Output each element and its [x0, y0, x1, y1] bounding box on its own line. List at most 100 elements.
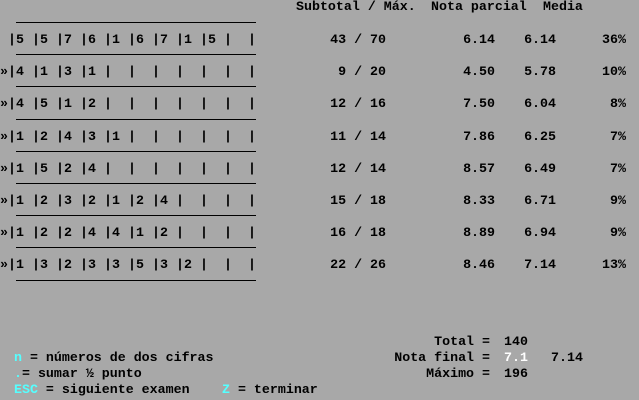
- score-cell[interactable]: |1: [176, 32, 192, 47]
- score-cell[interactable]: |: [224, 96, 232, 112]
- score-cell[interactable]: |: [200, 96, 208, 112]
- score-cell[interactable]: |: [200, 128, 208, 144]
- score-cell[interactable]: |: [224, 257, 232, 273]
- score-cell[interactable]: |2: [176, 257, 192, 273]
- row-marker: »: [0, 160, 8, 176]
- score-cell[interactable]: |1: [8, 225, 24, 241]
- score-cell[interactable]: |1: [80, 64, 96, 80]
- score-cell[interactable]: |: [200, 193, 208, 208]
- row-nota-parcial: 4.50: [463, 64, 495, 80]
- score-cell[interactable]: |3: [56, 64, 72, 80]
- score-cell[interactable]: |1: [128, 225, 144, 241]
- score-cell[interactable]: |3: [152, 257, 168, 273]
- score-cell[interactable]: |6: [80, 32, 96, 47]
- score-cell[interactable]: |2: [56, 160, 72, 176]
- score-cell[interactable]: |1: [32, 64, 48, 80]
- score-cell[interactable]: |1: [8, 160, 24, 176]
- score-cell[interactable]: |: [152, 96, 160, 112]
- score-cell[interactable]: |2: [80, 193, 96, 208]
- row-subtotal: 15 / 18: [330, 193, 386, 208]
- row-nota-parcial: 8.57: [463, 160, 495, 176]
- score-cell[interactable]: |3: [80, 257, 96, 273]
- score-cell[interactable]: |: [128, 128, 136, 144]
- score-cell[interactable]: |2: [56, 257, 72, 273]
- score-cell[interactable]: |1: [56, 96, 72, 112]
- score-cell[interactable]: |: [176, 128, 184, 144]
- row-subtotal: 22 / 26: [330, 257, 386, 273]
- score-cell[interactable]: |: [176, 96, 184, 112]
- row-percent: 7%: [610, 160, 626, 176]
- score-cell[interactable]: |3: [104, 257, 120, 273]
- row-divider: [16, 183, 256, 184]
- score-cell[interactable]: |: [176, 225, 184, 241]
- score-cell[interactable]: |5: [8, 32, 24, 47]
- score-cell[interactable]: |1: [104, 32, 120, 47]
- score-cell[interactable]: |: [200, 160, 208, 176]
- row-marker: »: [0, 96, 8, 112]
- score-cell[interactable]: |2: [152, 225, 168, 241]
- score-cell[interactable]: |5: [32, 96, 48, 112]
- score-cell[interactable]: |4: [56, 128, 72, 144]
- score-cell[interactable]: |: [176, 64, 184, 80]
- final-exact: 7.14: [551, 350, 583, 365]
- score-cell[interactable]: |: [176, 160, 184, 176]
- score-cell[interactable]: |: [224, 64, 232, 80]
- score-cell[interactable]: |: [104, 64, 112, 80]
- row-percent: 10%: [602, 64, 626, 80]
- score-cell[interactable]: |: [224, 32, 232, 47]
- score-cell[interactable]: |: [224, 128, 232, 144]
- score-cell[interactable]: |1: [104, 193, 120, 208]
- score-cell[interactable]: |2: [32, 225, 48, 241]
- score-cell[interactable]: |: [152, 160, 160, 176]
- score-cell[interactable]: |6: [128, 32, 144, 47]
- score-cell[interactable]: |2: [128, 193, 144, 208]
- score-cell[interactable]: |4: [8, 64, 24, 80]
- score-cell[interactable]: |2: [80, 96, 96, 112]
- score-cell[interactable]: |4: [80, 160, 96, 176]
- score-cell[interactable]: |: [224, 193, 232, 208]
- score-cell[interactable]: |: [152, 64, 160, 80]
- score-cell[interactable]: |5: [128, 257, 144, 273]
- score-cell[interactable]: |: [176, 193, 184, 208]
- score-cell[interactable]: |1: [104, 128, 120, 144]
- score-cell[interactable]: |: [128, 96, 136, 112]
- score-cell[interactable]: |: [200, 257, 208, 273]
- row-marker: »: [0, 64, 8, 80]
- score-cell[interactable]: |2: [32, 193, 48, 208]
- score-cell[interactable]: |5: [200, 32, 216, 47]
- score-cell[interactable]: |4: [8, 96, 24, 112]
- score-cell[interactable]: |: [104, 160, 112, 176]
- row-marker: »: [0, 193, 8, 208]
- score-cell[interactable]: |: [128, 64, 136, 80]
- row-divider: [16, 150, 256, 152]
- score-cell[interactable]: |5: [32, 160, 48, 176]
- row-subtotal: 12 / 16: [330, 96, 386, 112]
- score-cell[interactable]: |: [224, 225, 232, 241]
- score-cell[interactable]: |2: [32, 128, 48, 144]
- score-cell[interactable]: |: [152, 128, 160, 144]
- row-media: 6.04: [524, 96, 556, 112]
- score-cell[interactable]: |: [128, 160, 136, 176]
- score-cell[interactable]: |: [104, 96, 112, 112]
- row-media: 5.78: [524, 64, 556, 80]
- score-cell[interactable]: |3: [80, 128, 96, 144]
- score-cell[interactable]: |3: [32, 257, 48, 273]
- score-cell[interactable]: |2: [56, 225, 72, 241]
- score-cell[interactable]: |7: [56, 32, 72, 47]
- score-cell[interactable]: |7: [152, 32, 168, 47]
- score-cell[interactable]: |1: [8, 128, 24, 144]
- score-cell[interactable]: |4: [80, 225, 96, 241]
- help-esc: ESC = siguiente examen: [14, 382, 190, 398]
- score-cell[interactable]: |5: [32, 32, 48, 47]
- score-cell[interactable]: |1: [8, 257, 24, 273]
- score-cell[interactable]: |4: [104, 225, 120, 241]
- row-marker: »: [0, 225, 8, 241]
- score-cell[interactable]: |4: [152, 193, 168, 208]
- score-cell[interactable]: |3: [56, 193, 72, 208]
- score-cell[interactable]: |: [224, 160, 232, 176]
- total-value: 140: [504, 334, 528, 349]
- score-cell[interactable]: |1: [8, 193, 24, 208]
- score-cell[interactable]: |: [200, 64, 208, 80]
- key-esc: ESC: [14, 382, 38, 397]
- score-cell[interactable]: |: [200, 225, 208, 241]
